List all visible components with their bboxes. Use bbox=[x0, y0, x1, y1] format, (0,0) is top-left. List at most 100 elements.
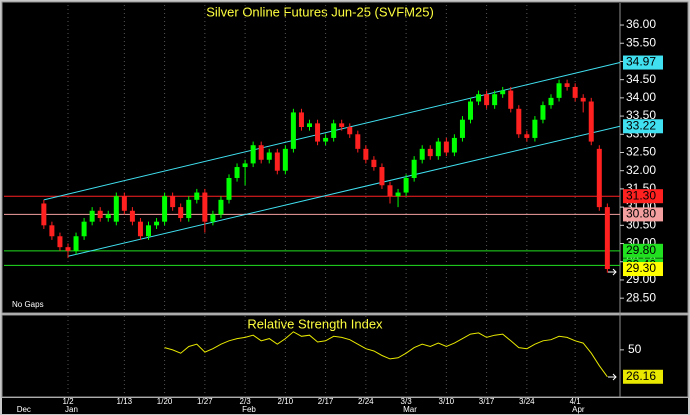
channel-label-box bbox=[623, 55, 663, 70]
candle-body bbox=[419, 148, 425, 160]
candle-body bbox=[588, 101, 594, 142]
candle-body bbox=[97, 210, 103, 219]
candle-body bbox=[307, 123, 312, 127]
candle-body bbox=[540, 105, 546, 120]
indicator-title: Relative Strength Index bbox=[247, 316, 383, 331]
candle-body bbox=[129, 210, 135, 222]
x-tick-label: 3/10 bbox=[439, 397, 455, 406]
month-label: Dec bbox=[17, 405, 31, 414]
candle-body bbox=[411, 159, 417, 178]
last-value-label: 26.16 bbox=[626, 369, 656, 383]
level-label-box bbox=[623, 262, 663, 277]
note: No Gaps bbox=[12, 300, 44, 309]
y-tick-label: 35.50 bbox=[626, 35, 656, 49]
month-label: Apr bbox=[572, 405, 585, 414]
candle-body bbox=[266, 152, 272, 160]
candle-body bbox=[355, 134, 361, 149]
candle-body bbox=[548, 97, 554, 106]
level-label: 31.30 bbox=[626, 188, 656, 202]
candle-body bbox=[484, 94, 490, 106]
candle-body bbox=[596, 148, 602, 208]
candle-body bbox=[403, 177, 409, 193]
candle-body bbox=[331, 123, 337, 138]
candle-body bbox=[387, 185, 393, 197]
candle-body bbox=[443, 141, 449, 153]
y-tick-label: 34.50 bbox=[626, 72, 656, 86]
channel-label-box bbox=[623, 119, 663, 134]
indicator-line bbox=[164, 331, 608, 378]
x-tick-label: 3/3 bbox=[401, 397, 413, 406]
candle-body bbox=[250, 145, 256, 164]
candle-body bbox=[556, 83, 562, 98]
candle-body bbox=[363, 148, 369, 160]
candle-body bbox=[81, 221, 87, 237]
candle-body bbox=[113, 196, 119, 222]
month-label: Feb bbox=[242, 405, 256, 414]
candle-body bbox=[137, 221, 143, 237]
candle-body bbox=[532, 119, 538, 138]
y-tick-label: 32.50 bbox=[626, 145, 656, 159]
channel-label: 34.97 bbox=[626, 55, 656, 69]
candle-body bbox=[242, 163, 248, 168]
candle-body bbox=[146, 225, 151, 237]
candle-body bbox=[226, 177, 232, 200]
candle-body bbox=[459, 119, 465, 138]
candle-body bbox=[65, 247, 71, 251]
candle-body bbox=[41, 203, 47, 226]
y-tick-label: 36.00 bbox=[626, 17, 656, 31]
candle-body bbox=[564, 83, 570, 87]
arrow bbox=[608, 373, 617, 381]
x-tick-label: 3/17 bbox=[479, 397, 495, 406]
candle-body bbox=[468, 101, 473, 120]
candle-body bbox=[572, 86, 578, 98]
candle-body bbox=[49, 225, 55, 237]
candle-body bbox=[73, 236, 79, 251]
candle-body bbox=[121, 196, 127, 211]
candle-body bbox=[105, 214, 111, 219]
x-tick-label: 1/27 bbox=[197, 397, 213, 406]
level-label-box bbox=[623, 243, 663, 258]
candle-body bbox=[395, 192, 401, 197]
x-tick-label: 1/20 bbox=[157, 397, 173, 406]
y-tick-label: 34.00 bbox=[626, 90, 656, 104]
x-tick-label: 4/1 bbox=[570, 397, 582, 406]
x-tick-label: 2/10 bbox=[278, 397, 294, 406]
x-tick-label: 2/24 bbox=[358, 397, 374, 406]
candle-body bbox=[258, 145, 264, 160]
x-tick-label: 1/2 bbox=[62, 397, 74, 406]
y-tick-label: 50 bbox=[628, 342, 642, 356]
candle-body bbox=[604, 207, 610, 270]
level-label: 29.30 bbox=[626, 261, 656, 275]
candle-body bbox=[347, 126, 353, 135]
candle-body bbox=[516, 108, 522, 135]
candle-body bbox=[170, 196, 176, 208]
candle-body bbox=[371, 159, 377, 168]
candle-body bbox=[234, 167, 240, 178]
candle-body bbox=[492, 94, 498, 106]
candle-body bbox=[435, 141, 441, 157]
candle-body bbox=[290, 112, 296, 149]
price-panel bbox=[1, 1, 689, 314]
channel-label: 33.22 bbox=[626, 118, 656, 132]
candle-body bbox=[524, 134, 530, 138]
candle-body bbox=[186, 199, 192, 219]
candle-body bbox=[194, 192, 200, 200]
candle-body bbox=[57, 236, 63, 248]
last-value-box bbox=[623, 369, 663, 384]
candle-body bbox=[210, 214, 216, 222]
candle-body bbox=[202, 192, 208, 222]
level-label: 30.80 bbox=[626, 207, 656, 221]
level-label-box bbox=[623, 189, 663, 204]
arrow bbox=[608, 268, 617, 276]
y-tick-label: 32.00 bbox=[626, 163, 656, 177]
candle-body bbox=[339, 123, 345, 127]
candle-body bbox=[580, 97, 586, 102]
month-label: Mar bbox=[403, 405, 417, 414]
candle-body bbox=[298, 112, 304, 127]
chart-title: Silver Online Futures Jun-25 (SVFM25) bbox=[206, 4, 434, 19]
candle-body bbox=[218, 199, 224, 215]
x-tick-label: 2/17 bbox=[318, 397, 334, 406]
month-label: Jan bbox=[65, 405, 78, 414]
rsi-panel bbox=[1, 314, 689, 398]
